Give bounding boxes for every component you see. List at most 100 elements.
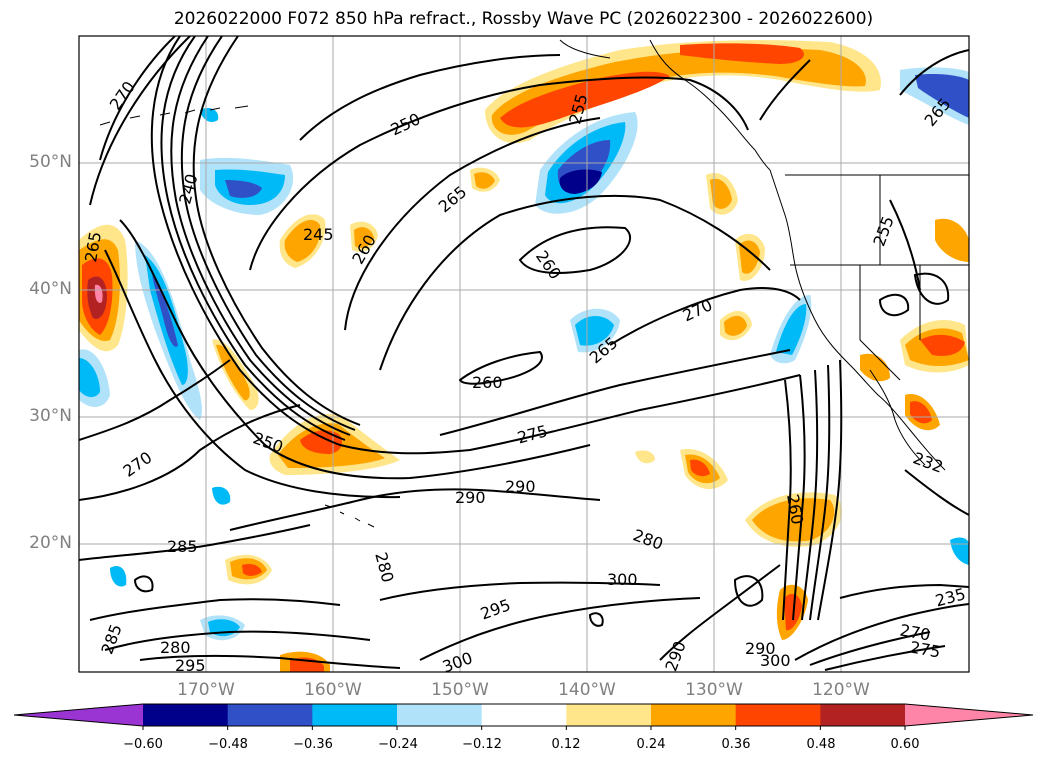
contour-label: 265 xyxy=(435,182,471,216)
lon-label-140w: 140°W xyxy=(558,680,616,700)
contour-label: 290 xyxy=(505,477,536,496)
positive-anomaly-region xyxy=(935,218,969,262)
contour-label: 295 xyxy=(175,656,206,675)
negative-anomaly-region xyxy=(200,108,219,122)
contour-label: 245 xyxy=(303,225,334,244)
us-state-border xyxy=(859,265,901,381)
contour-label: 250 xyxy=(250,428,285,456)
coastlines xyxy=(99,39,969,528)
positive-anomaly-region xyxy=(680,43,804,64)
colorbar-tick: −0.12 xyxy=(462,737,502,752)
positive-anomaly-region xyxy=(739,240,760,274)
colorbar-tick: 0.36 xyxy=(721,737,751,752)
colorbar-tick: −0.24 xyxy=(378,737,418,752)
negative-anomaly-region xyxy=(225,180,262,198)
anomaly-shading xyxy=(79,40,969,672)
colorbar-extend-min xyxy=(14,704,143,726)
colorbar-segment xyxy=(227,704,313,726)
contour-label: 290 xyxy=(455,488,486,507)
positive-anomaly-region xyxy=(491,48,866,135)
positive-anomaly-region xyxy=(242,563,262,576)
positive-anomaly-region xyxy=(860,353,890,382)
negative-anomaly-region xyxy=(212,486,231,505)
negative-anomaly-region xyxy=(915,73,969,118)
contour-label: 270 xyxy=(120,448,156,481)
contour-label: 250 xyxy=(388,109,424,139)
positive-anomaly-region xyxy=(284,220,321,262)
lon-label-160w: 160°W xyxy=(304,680,362,700)
colorbar-segment xyxy=(820,704,906,726)
colorbar-segment xyxy=(651,704,737,726)
colorbar-segment xyxy=(566,704,652,726)
colorbar-tick: −0.36 xyxy=(293,737,333,752)
contour-label: 280 xyxy=(630,525,665,553)
colorbar-segment xyxy=(735,704,821,726)
negative-anomaly-region xyxy=(575,315,614,346)
contour-label: 235 xyxy=(933,584,967,610)
contour-label: 240 xyxy=(175,172,201,206)
contour-label: 300 xyxy=(607,570,638,589)
contour-label: 270 xyxy=(106,78,139,114)
contour-label: 290 xyxy=(661,638,689,673)
lat-label-50n: 50°N xyxy=(29,152,72,172)
positive-anomaly-region xyxy=(500,71,670,128)
contour-label: 275 xyxy=(515,421,549,447)
contour-label: 280 xyxy=(371,550,397,584)
aleutian-islands xyxy=(99,105,249,126)
map-frame xyxy=(78,35,970,673)
positive-anomaly-region xyxy=(300,430,342,454)
contour-label: 290 xyxy=(745,639,776,658)
negative-anomaly-region xyxy=(110,565,127,587)
map-title: 2026022000 F072 850 hPa refract., Rossby… xyxy=(173,9,874,29)
bc-coastline xyxy=(769,169,946,471)
graticule xyxy=(79,36,969,672)
lat-label-30n: 30°N xyxy=(29,406,72,426)
positive-anomaly-region xyxy=(216,344,250,401)
alaska-coastline xyxy=(649,39,771,171)
alaska-coastline xyxy=(559,39,611,59)
colorbar-tick: −0.60 xyxy=(123,737,163,752)
hawaii-islands xyxy=(324,504,375,528)
colorbar-tick: 0.24 xyxy=(636,737,666,752)
positive-anomaly-region xyxy=(710,178,732,209)
colorbar-tick: 0.60 xyxy=(890,737,920,752)
positive-anomaly-region xyxy=(724,315,747,336)
contour-label: 260 xyxy=(532,247,565,283)
contour-label: 255 xyxy=(869,213,897,248)
lon-label-150w: 150°W xyxy=(431,680,489,700)
negative-anomaly-region xyxy=(950,537,969,565)
colorbar-tick: −0.48 xyxy=(208,737,248,752)
positive-anomaly-region xyxy=(354,227,374,248)
contour-label: 275 xyxy=(908,638,941,662)
lon-label-120w: 120°W xyxy=(812,680,870,700)
negative-anomaly-region xyxy=(559,169,602,194)
refractivity-contours xyxy=(79,36,969,671)
contour-label: 280 xyxy=(160,638,191,657)
colorbar-segment xyxy=(397,704,483,726)
colorbar-segment xyxy=(143,704,229,726)
positive-anomaly-region xyxy=(474,172,495,189)
colorbar xyxy=(13,703,1034,730)
lon-label-170w: 170°W xyxy=(177,680,235,700)
positive-anomaly-region xyxy=(94,284,103,303)
contour-label: 295 xyxy=(478,595,513,623)
colorbar-extend-max xyxy=(905,704,1033,726)
contour-label: 285 xyxy=(97,621,125,656)
positive-anomaly-region xyxy=(910,401,932,424)
negative-anomaly-region xyxy=(776,304,807,355)
negative-anomaly-region xyxy=(152,275,178,347)
lat-label-20n: 20°N xyxy=(29,533,72,553)
contour-label: 232 xyxy=(910,448,945,476)
positive-anomaly-region xyxy=(690,459,710,477)
lon-label-130w: 130°W xyxy=(685,680,743,700)
colorbar-segment xyxy=(481,704,567,726)
positive-anomaly-region xyxy=(920,334,965,356)
contour-label: 285 xyxy=(167,537,198,556)
colorbar-tick: 0.48 xyxy=(806,737,836,752)
colorbar-segment xyxy=(312,704,398,726)
contour-label: 300 xyxy=(760,651,791,670)
negative-anomaly-region xyxy=(79,358,100,398)
positive-anomaly-region xyxy=(635,450,655,464)
contour-label: 260 xyxy=(472,373,503,392)
